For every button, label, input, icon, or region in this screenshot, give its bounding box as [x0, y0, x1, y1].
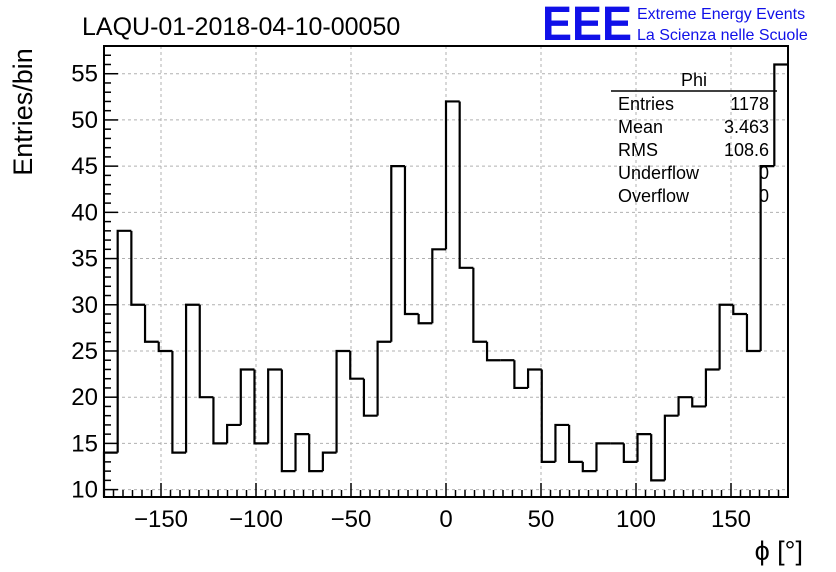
x-tick-label: −100: [229, 506, 283, 533]
histogram-bars: [102, 63, 788, 497]
histogram-bin: [143, 304, 159, 343]
y-tick-label: 25: [71, 338, 98, 365]
histogram-bin: [267, 368, 282, 444]
histogram-bin: [759, 165, 775, 351]
histogram-bin: [390, 165, 405, 342]
x-tick-label: 100: [616, 506, 656, 533]
histogram-bin: [526, 368, 542, 388]
histogram-bin: [280, 369, 296, 473]
y-tick-label: 20: [71, 384, 98, 411]
logo-line-2: La Scienza nelle Scuole: [637, 27, 808, 44]
stats-row-label: Mean: [618, 117, 663, 137]
chart-title: LAQU-01-2018-04-10-00050: [82, 13, 400, 41]
x-tick-label: −150: [134, 506, 188, 533]
histogram-bin: [226, 423, 241, 444]
histogram-bin: [444, 100, 460, 250]
histogram-bin: [718, 303, 734, 370]
histogram-bin: [704, 368, 720, 407]
histogram-bin: [650, 434, 665, 482]
x-axis-label: ϕ [°]: [755, 536, 803, 566]
histogram-bin: [157, 341, 173, 353]
histogram-bin: [417, 314, 433, 325]
stats-row-label: Underflow: [618, 163, 700, 183]
histogram-bin: [294, 433, 310, 472]
stats-box: Phi Entries 1178 Mean 3.463 RMS 108.6 Underflo…: [611, 70, 777, 206]
logo-line-1: Extreme Energy Events: [637, 6, 805, 23]
histogram-bin: [636, 433, 652, 462]
histogram-bin: [581, 461, 597, 473]
histogram-bin: [458, 101, 474, 269]
y-axis-ticks: 10 15 20 25 30 35 40 45 50 55: [71, 54, 118, 504]
stats-row-value: 1178: [730, 94, 769, 114]
stats-row-label: Entries: [618, 94, 674, 114]
histogram-bin: [568, 424, 583, 463]
histogram-bin: [745, 314, 761, 353]
histogram-bin: [376, 340, 392, 416]
x-tick-label: −50: [331, 506, 372, 533]
histogram-bin: [622, 443, 638, 463]
histogram-bin: [171, 350, 187, 454]
histogram-bin: [198, 304, 214, 399]
y-tick-label: 40: [71, 199, 98, 226]
histogram-bin: [472, 267, 488, 343]
x-tick-label: 0: [439, 506, 452, 533]
histogram-bin: [691, 397, 706, 408]
histogram-bin: [321, 451, 337, 472]
histogram-bin: [335, 349, 351, 453]
histogram-bin: [485, 341, 501, 362]
y-tick-label: 55: [71, 61, 98, 88]
stats-row-value: 108.6: [724, 140, 769, 160]
y-tick-label: 45: [71, 153, 98, 180]
histogram-bin: [732, 304, 747, 316]
y-axis-label: Entries/bin: [8, 48, 38, 176]
histogram-bin: [116, 229, 132, 453]
histogram-bin: [677, 396, 693, 416]
y-tick-label: 15: [71, 430, 98, 457]
y-tick-label: 50: [71, 107, 98, 134]
x-axis-ticks: −150 −100 −50 0 50 100 150: [112, 483, 780, 533]
stats-row-label: RMS: [618, 140, 658, 160]
histogram-bin: [554, 423, 570, 462]
histogram-bin: [540, 369, 556, 463]
histogram-bin: [403, 166, 419, 316]
histogram-bin: [513, 360, 529, 390]
y-tick-label: 35: [71, 246, 98, 273]
stats-row-value: 0: [759, 163, 769, 183]
histogram-bin: [253, 369, 269, 445]
histogram-bin: [130, 230, 146, 306]
histogram-bin: [212, 397, 228, 445]
x-tick-label: 50: [528, 506, 555, 533]
stats-row-label: Overflow: [618, 186, 690, 206]
eee-logo: EEE: [542, 0, 632, 51]
stats-title: Phi: [681, 70, 707, 90]
histogram-bin: [184, 303, 200, 453]
stats-row-value: 0: [759, 186, 769, 206]
histogram-bin: [362, 378, 378, 417]
y-tick-label: 30: [71, 292, 98, 319]
histogram-bin: [663, 414, 679, 481]
histogram-bin: [773, 63, 788, 167]
stats-row-value: 3.463: [724, 117, 769, 137]
histogram-bin: [349, 350, 364, 380]
histogram-bin: [239, 368, 255, 425]
y-tick-label: 10: [71, 477, 98, 504]
histogram-bin: [595, 442, 611, 472]
histogram-bin: [308, 434, 323, 473]
histogram-bin: [431, 248, 446, 324]
x-tick-label: 150: [711, 506, 751, 533]
